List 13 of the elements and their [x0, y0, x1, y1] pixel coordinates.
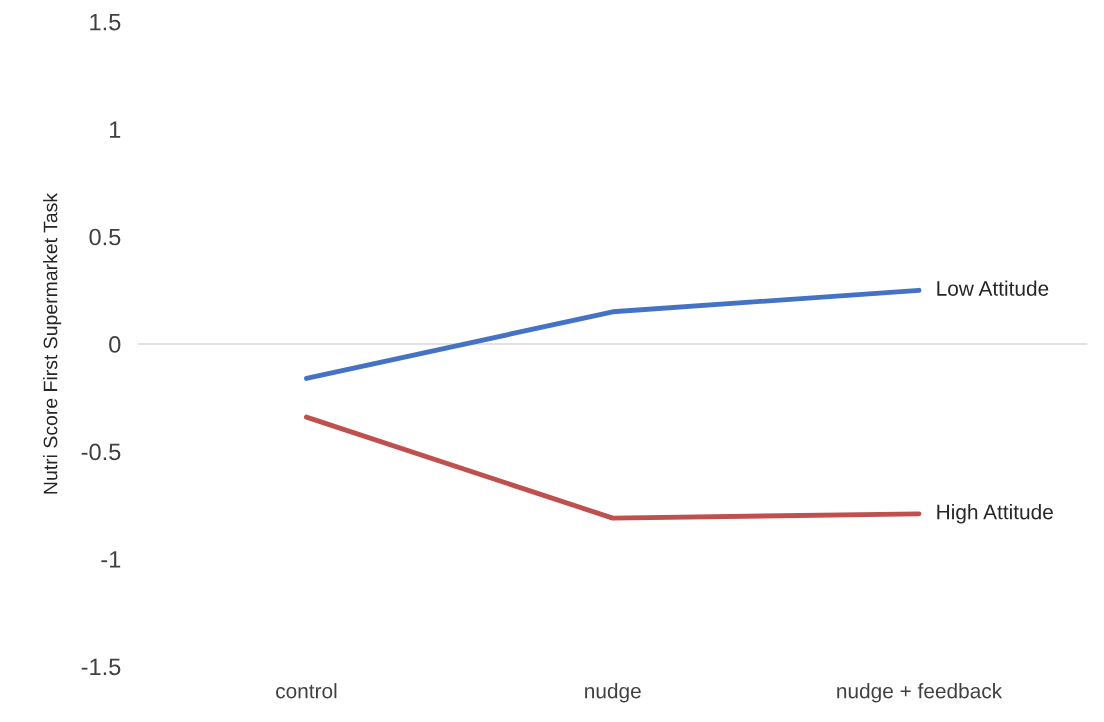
y-axis-title: Nutri Score First Supermarket Task: [43, 192, 62, 494]
x-tick-label: control: [276, 683, 337, 699]
y-tick-label: -1: [101, 551, 121, 568]
y-tick-label: -0.5: [81, 443, 121, 461]
y-tick-label: 0: [109, 336, 121, 353]
y-tick-label: 0.5: [89, 228, 121, 246]
y-tick-label: 1: [110, 121, 121, 138]
x-tick-label: nudge + feedback: [837, 683, 1003, 703]
x-tick-label: nudge: [585, 683, 641, 703]
series-label: High Attitude: [937, 504, 1053, 524]
series-label: Low Attitude: [937, 280, 1049, 296]
y-tick-label: -1.5: [81, 658, 121, 676]
y-tick-label: 1.5: [90, 13, 121, 31]
